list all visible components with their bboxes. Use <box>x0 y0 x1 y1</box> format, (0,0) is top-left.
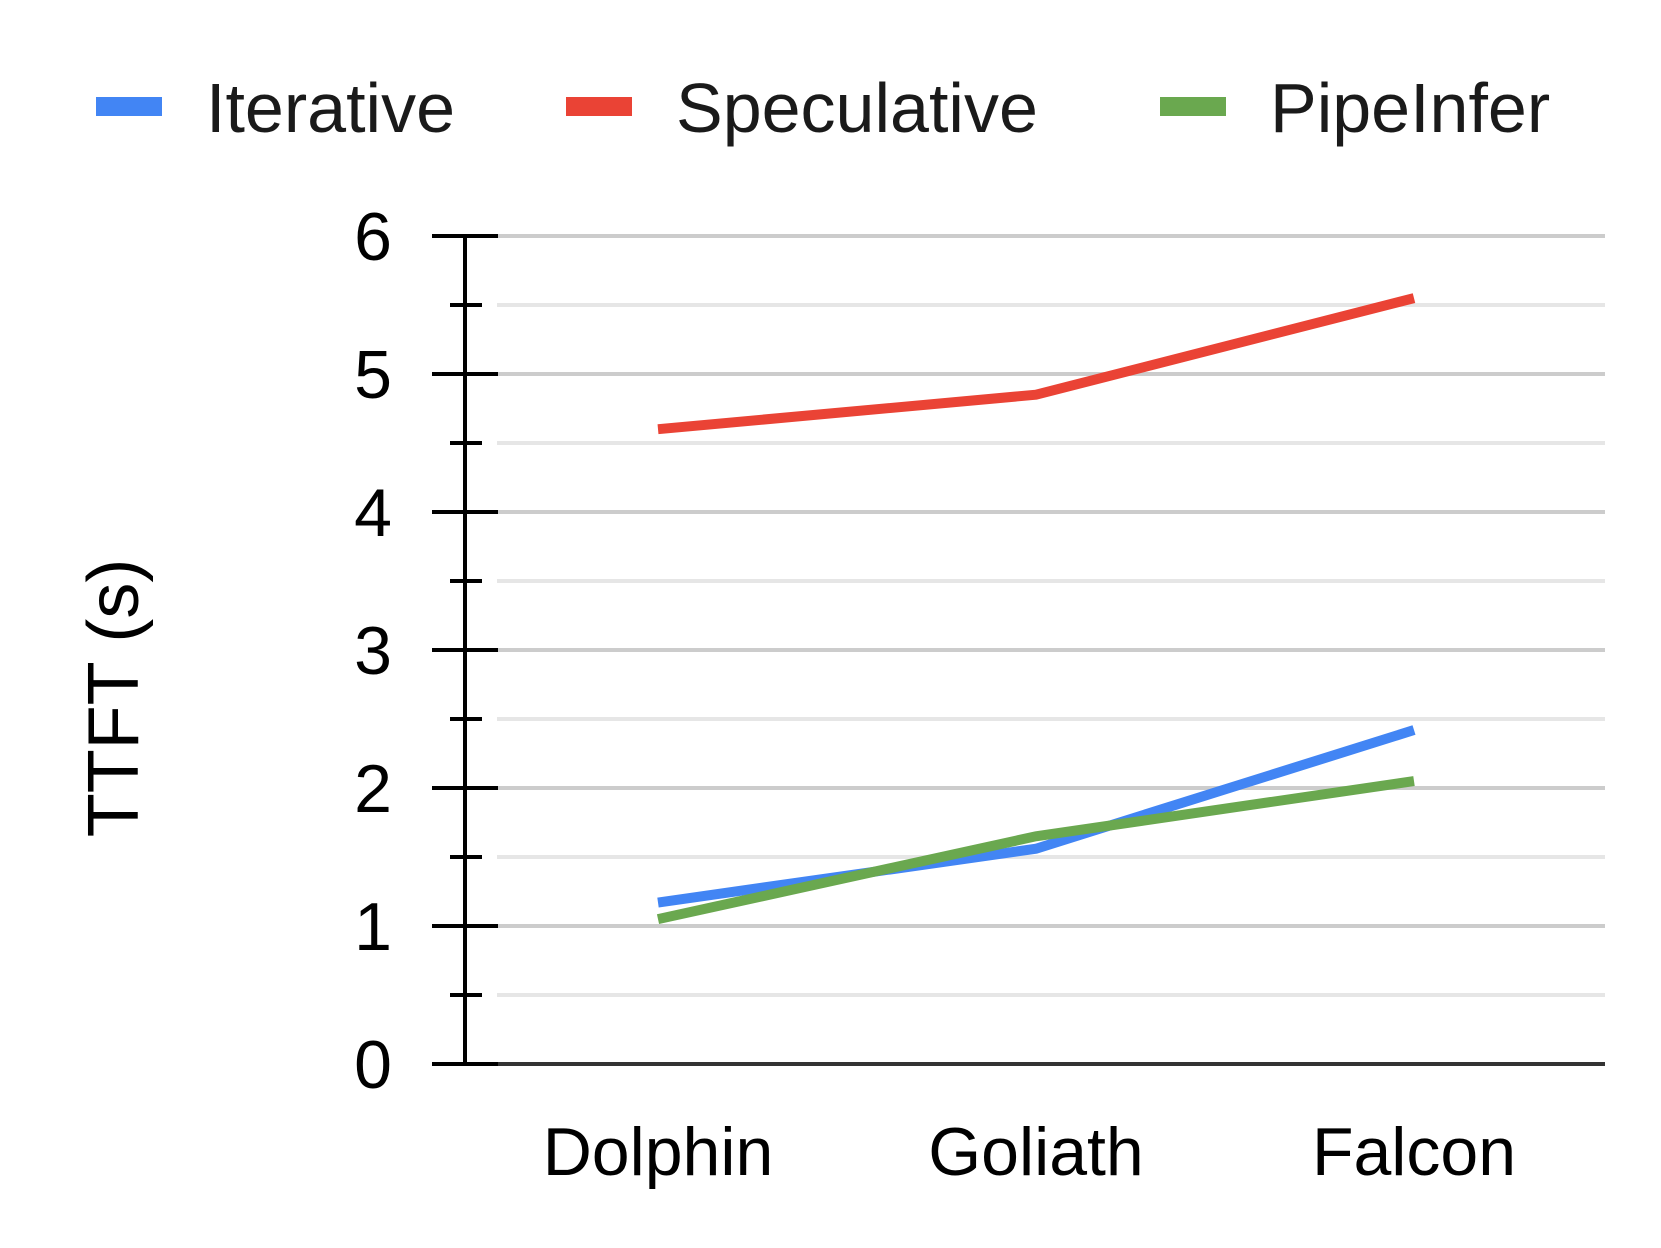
x-ticks: Dolphin Goliath Falcon <box>543 1114 1516 1190</box>
y-axis-label: TTFT (s) <box>74 559 154 838</box>
legend-label-pipeinfer: PipeInfer <box>1270 69 1550 147</box>
y-tick-label: 4 <box>354 475 392 551</box>
y-ticks: 0 1 2 3 4 5 6 <box>354 199 498 1103</box>
legend-label-iterative: Iterative <box>206 69 455 147</box>
legend: Iterative Speculative PipeInfer <box>96 69 1550 147</box>
y-tick-label: 5 <box>354 337 392 413</box>
y-tick-label: 6 <box>354 199 392 275</box>
legend-label-speculative: Speculative <box>676 69 1038 147</box>
y-tick-label: 3 <box>354 613 392 689</box>
x-tick-label: Dolphin <box>543 1114 774 1190</box>
y-tick-label: 0 <box>354 1027 392 1103</box>
y-tick-label: 2 <box>354 751 392 827</box>
series-line-pipeinfer <box>656 776 1415 924</box>
legend-swatch-pipeinfer <box>1160 97 1226 116</box>
gridlines <box>497 234 1605 997</box>
legend-swatch-speculative <box>566 97 632 116</box>
legend-swatch-iterative <box>96 97 162 116</box>
series-lines <box>656 293 1416 924</box>
x-tick-label: Falcon <box>1312 1114 1516 1190</box>
x-tick-label: Goliath <box>928 1114 1143 1190</box>
series-line-iterative <box>657 725 1416 908</box>
y-tick-label: 1 <box>354 889 392 965</box>
series-line-speculative <box>657 293 1416 435</box>
